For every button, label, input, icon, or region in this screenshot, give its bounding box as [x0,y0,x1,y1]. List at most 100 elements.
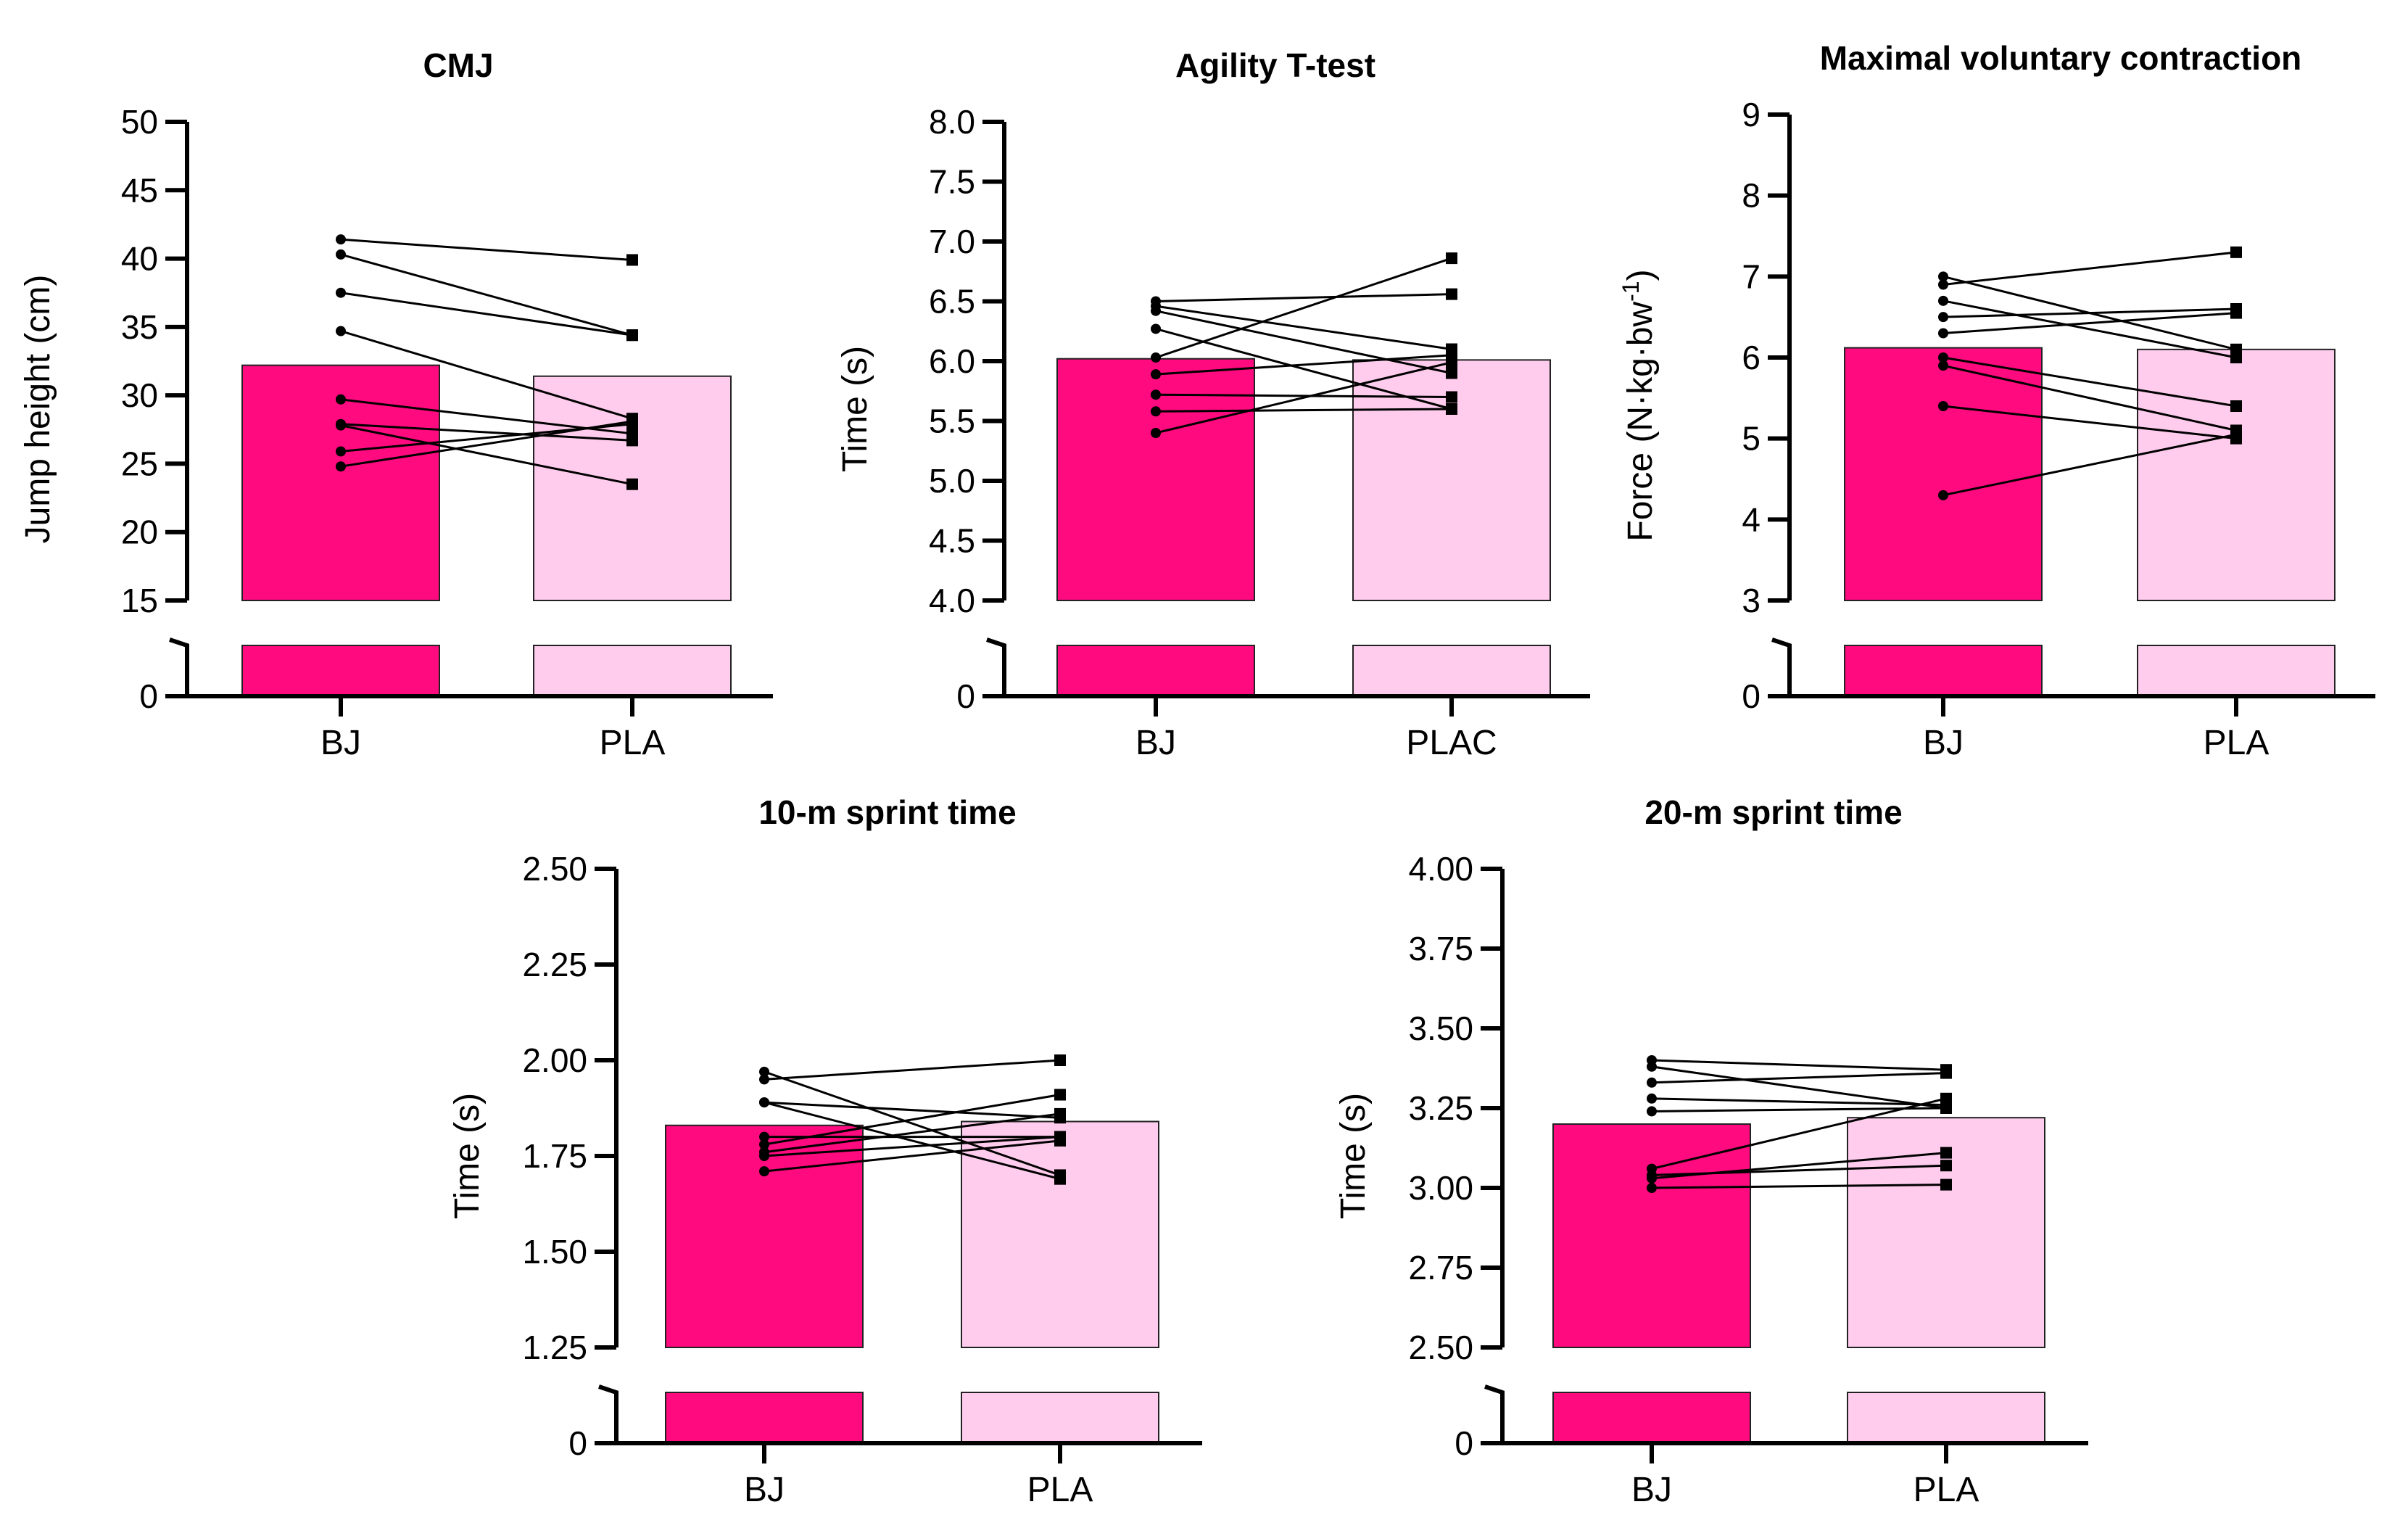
subject-line [764,1112,1061,1154]
subject-line [1155,393,1452,398]
subject-line [1155,305,1452,350]
subject-point-pla [1054,1107,1066,1120]
subject-line [1155,408,1452,413]
y-tick-label: 20 [121,513,158,551]
subject-line [764,1070,1061,1176]
y-tick-label-zero: 0 [956,677,975,715]
subject-point-pla [1446,391,1457,403]
subject-point-pla [626,329,638,342]
subject-line [764,1094,1061,1146]
y-axis-break [598,1384,618,1443]
bar-pla [2137,348,2335,601]
subject-line [340,253,633,336]
y-axis-label-main: Force (N·kg·bw [1621,302,1660,542]
subject-point-bj [336,461,346,472]
subject-line [340,423,633,442]
subject-point-pla [626,254,638,266]
subject-point-pla [1446,288,1457,300]
y-tick-label: 6.0 [929,342,975,380]
subject-line [764,1136,1061,1157]
y-tick-label: 15 [121,582,158,619]
subject-point-bj [336,446,346,457]
bar-base-pla [2137,645,2335,697]
chart-title: Maximal voluntary contraction [1820,39,2302,77]
subject-point-bj [1938,401,1948,411]
subject-point-bj [1938,312,1948,323]
subject-point-bj [1647,1106,1657,1117]
subject-line [340,292,633,336]
subject-point-bj [1647,1183,1657,1193]
y-tick-label: 1.50 [522,1233,587,1271]
y-tick-label: 40 [121,240,158,278]
subject-line [1942,307,2237,318]
y-tick-label: 5.5 [929,402,975,440]
subject-line [1942,300,2237,359]
y-tick-label: 5 [1742,420,1761,458]
y-tick-label: 3.00 [1408,1169,1473,1207]
bar-base-bj [1552,1392,1751,1444]
subject-point-bj [336,234,346,245]
x-category-label: PLA [1027,1471,1093,1509]
y-tick-label: 45 [121,171,158,209]
subject-point-bj [1938,490,1948,500]
y-axis-label: Time (s) [1334,1093,1373,1219]
y-tick-label: 8.0 [929,103,975,141]
x-category-label: PLA [600,724,666,762]
y-tick-label: 25 [121,445,158,482]
subject-line [1942,405,2237,440]
subject-point-pla [2230,429,2242,441]
y-tick-label: 4.0 [929,582,975,619]
subject-point-bj [759,1166,769,1177]
subject-line [1651,1152,1947,1180]
subject-line [340,330,633,420]
subject-point-bj [759,1066,769,1077]
y-tick-label: 9 [1742,96,1761,133]
subject-point-pla [1054,1134,1066,1147]
subject-point-bj [759,1074,769,1085]
chart-sprint20: 20-m sprint time 2.50 2.75 3.00 3.25 3.50 3.75… [1334,793,2088,1509]
subject-point-pla [1054,1054,1066,1066]
subject-point-pla [2230,246,2242,258]
subject-point-bj [1647,1173,1657,1184]
subject-point-bj [336,420,346,431]
subject-point-pla [2230,307,2242,319]
y-tick-label: 7 [1742,257,1761,295]
y-tick-label: 2.25 [522,946,587,983]
x-category-label: PLA [1913,1471,1979,1509]
y-tick-label: 30 [121,376,158,414]
y-axis-label-main: Time (s) [448,1093,487,1219]
subject-line [1155,354,1452,376]
subject-point-bj [336,326,346,336]
subject-point-bj [1151,428,1161,438]
y-tick-label: 3.25 [1408,1089,1473,1127]
subject-point-pla [2230,400,2242,412]
subject-point-bj [1938,360,1948,371]
subject-line [1155,293,1452,302]
subject-point-bj [1647,1061,1657,1072]
y-axis-break [986,637,1006,696]
subject-point-pla [1446,367,1457,379]
y-tick-label: 3.50 [1408,1009,1473,1047]
subject-point-bj [336,249,346,260]
subject-point-bj [1938,295,1948,306]
subject-point-pla [2230,352,2242,363]
y-tick-label: 50 [121,103,158,141]
subject-point-bj [1647,1093,1657,1104]
subject-line [1942,364,2237,432]
chart-mvc: Maximal voluntary contraction 3 4 5 6 7 8 9 0 BJ P… [1618,39,2375,762]
subject-line [1155,361,1452,434]
subject-line [1942,312,2237,334]
y-tick-label-zero: 0 [1455,1424,1473,1462]
y-tick-label: 8 [1742,177,1761,215]
y-axis-label-superscript: -1 [1618,281,1644,301]
y-axis-break [1771,637,1792,696]
subject-point-pla [626,478,638,490]
y-tick-label: 4.00 [1408,850,1473,888]
bar-base-pla [961,1392,1159,1444]
y-axis-label: Time (s) [448,1093,487,1219]
subject-point-pla [1054,1089,1066,1101]
chart-agility: Agility T-test 4.0 4.5 5.0 5.5 6.0 6.5 7.0 7.5 8.… [836,46,1590,762]
chart-title: 20-m sprint time [1644,793,1902,831]
subject-point-pla [1940,1147,1952,1159]
x-category-label: PLAC [1406,724,1497,762]
